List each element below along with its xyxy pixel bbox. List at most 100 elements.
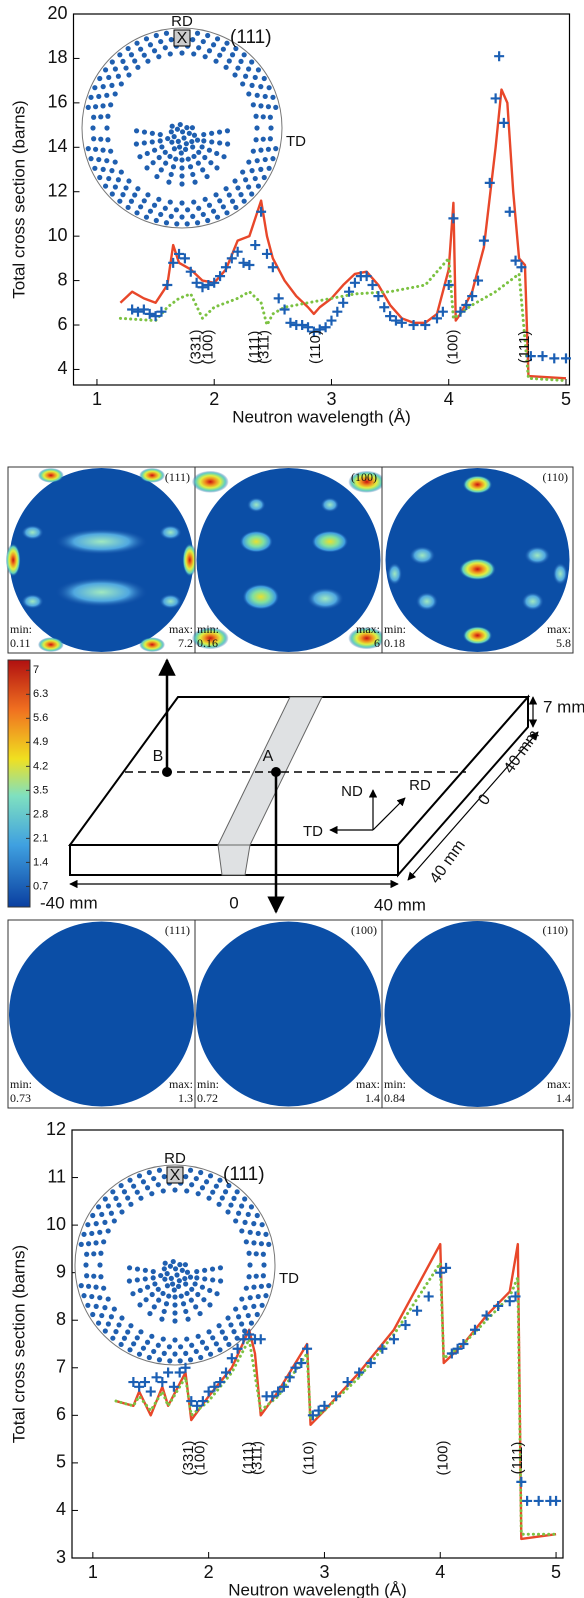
inset-dot [232, 178, 237, 183]
peak-label: (311) [248, 1441, 265, 1475]
inset-dot [109, 1211, 114, 1216]
inset-dot [86, 1284, 91, 1289]
inset-dot [263, 94, 268, 99]
inset-dot [253, 176, 258, 181]
pole-min-label: min: [197, 622, 219, 636]
inset-dot [246, 1274, 251, 1279]
pole-max-label: max: [547, 1077, 571, 1091]
inset-dot [160, 1291, 165, 1296]
inset-dot [202, 1268, 207, 1273]
inset-dot [180, 1268, 185, 1273]
inset-dot [213, 59, 218, 64]
chart: 46810121416182012345Neutron wavelength (… [9, 3, 571, 427]
inset-dot [176, 1284, 181, 1289]
inset-dot [162, 1266, 167, 1271]
inset-dot [145, 192, 150, 197]
inset-dot [110, 59, 115, 64]
inset-dot [157, 1357, 162, 1362]
inset-dot [177, 1262, 182, 1267]
pole-label: (100) [351, 923, 377, 937]
x-tick-label: 5 [551, 1562, 561, 1582]
inset-dot [92, 166, 97, 171]
inset-dot [158, 132, 163, 137]
inset-dot [249, 1320, 254, 1325]
peak-label: (100) [199, 329, 216, 364]
inset-dot [261, 1252, 266, 1257]
inset-dot [127, 1178, 132, 1183]
inset-dot [97, 1262, 102, 1267]
pole-blob [21, 594, 43, 609]
inset-dot [239, 1321, 244, 1326]
inset-dot [156, 54, 161, 59]
pole-max: 5.8 [556, 636, 571, 650]
inset-dot [89, 1231, 94, 1236]
peak-label: (110) [300, 1441, 317, 1475]
inset-dot [159, 1317, 164, 1322]
inset-dot [249, 59, 254, 64]
inset-dot [246, 1251, 251, 1256]
inset-dot [125, 1329, 130, 1334]
inset-dot [98, 137, 103, 142]
inset-dot [191, 51, 196, 56]
inset-dot [150, 131, 155, 136]
inset-dot [145, 1185, 150, 1190]
inset-dot [173, 1266, 178, 1271]
inset-dot [128, 1323, 133, 1328]
inset-dot [260, 1222, 265, 1227]
colorbar-tick-label: 4.9 [33, 736, 48, 748]
peak-label: (100) [444, 329, 461, 364]
inset-dot [215, 215, 220, 220]
inset-dot [103, 67, 108, 72]
inset-dot [172, 1294, 177, 1299]
inset-dot [183, 1309, 188, 1314]
inset-dot [96, 157, 101, 162]
inset-dot [192, 133, 197, 138]
inset-dot [135, 1335, 140, 1340]
y-tick-label: 8 [57, 269, 67, 289]
inset-x-mark: X [170, 1167, 181, 1184]
inset-dot [254, 1274, 259, 1279]
inset-dot [137, 1173, 142, 1178]
inset-dot [113, 1196, 118, 1201]
inset-dot [116, 1322, 121, 1327]
inset-dot [148, 209, 153, 214]
inset-dot [101, 167, 106, 172]
inset-dot [209, 131, 214, 136]
pole-min: 0.84 [384, 1091, 405, 1105]
inset-dot [157, 1168, 162, 1173]
inset-dot [214, 1184, 219, 1189]
pole-blob [522, 592, 544, 610]
pole-disc [197, 468, 381, 652]
inset-dot [150, 1292, 155, 1297]
inset-dot [97, 1230, 102, 1235]
x-tick-label: 4 [435, 1562, 445, 1582]
pole-blob [553, 563, 568, 585]
inset-dot [178, 1358, 183, 1363]
inset-dot [127, 1347, 132, 1352]
inset-dot [151, 1176, 156, 1181]
inset-dot [246, 1212, 251, 1217]
inset-dot [169, 129, 174, 134]
inset-dot [172, 146, 177, 151]
inset-dot [98, 1251, 103, 1256]
inset-dot [184, 141, 189, 146]
inset-dot [258, 103, 263, 108]
inset-dot [134, 128, 139, 133]
inset-dot [119, 1342, 124, 1347]
inset-dot [154, 218, 159, 223]
inset-dot [175, 127, 180, 132]
pole-blob [38, 468, 64, 483]
inset-dot [156, 1287, 161, 1292]
inset-dot [226, 1342, 231, 1347]
inset-dot [202, 155, 207, 160]
pole-blob [159, 594, 181, 609]
inset-dot [217, 140, 222, 145]
inset-dot [255, 158, 260, 163]
pole-blob [459, 558, 496, 580]
inset-dot [135, 1277, 140, 1282]
inset-dot [85, 1222, 90, 1227]
inset-dot [137, 1302, 142, 1307]
inset-rd: RD [164, 1150, 186, 1167]
inset-dot [120, 59, 125, 64]
pole-min-label: min: [197, 1077, 219, 1091]
